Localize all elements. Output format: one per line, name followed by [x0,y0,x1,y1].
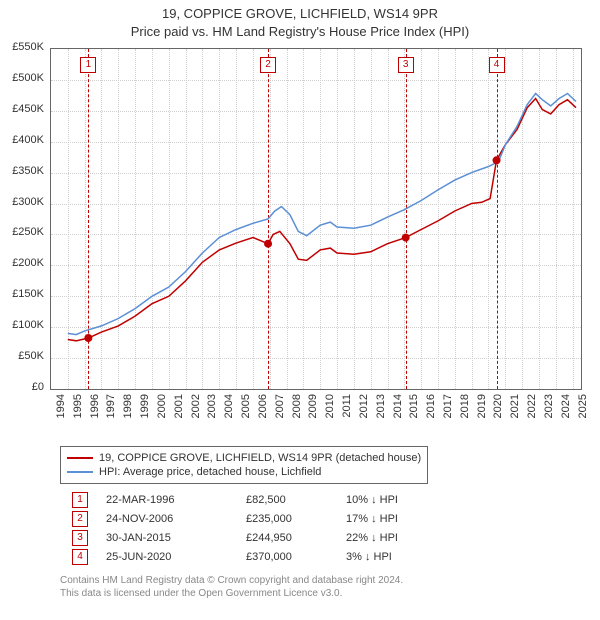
y-tick-label: £300K [0,196,44,208]
y-tick-label: £400K [0,134,44,146]
y-tick-label: £150K [0,288,44,300]
x-tick-label: 2013 [375,394,387,424]
x-tick-label: 1995 [72,394,84,424]
legend-swatch [67,457,93,459]
table-price: £370,000 [246,551,346,563]
x-tick-label: 2004 [223,394,235,424]
x-tick-label: 2008 [291,394,303,424]
table-row: 3 30-JAN-2015£244,95022% ↓ HPI [72,528,446,547]
table-row: 2 24-NOV-2006£235,00017% ↓ HPI [72,509,446,528]
plot-area: 1234 [50,48,582,390]
sales-table: 1 22-MAR-1996£82,50010% ↓ HPI 2 24-NOV-2006… [72,490,446,566]
legend-label: HPI: Average price, detached house, Lich… [99,466,321,478]
x-tick-label: 2007 [274,394,286,424]
chart-svg [51,49,581,389]
sale-point [402,234,410,242]
table-date: 25-JUN-2020 [106,551,246,563]
table-compare: 17% ↓ HPI [346,513,446,525]
x-tick-label: 2024 [560,394,572,424]
y-tick-label: £200K [0,257,44,269]
table-sale-num: 1 [72,492,88,508]
legend: 19, COPPICE GROVE, LICHFIELD, WS14 9PR (… [60,446,428,484]
x-tick-label: 2025 [577,394,589,424]
x-tick-label: 2016 [425,394,437,424]
table-compare: 22% ↓ HPI [346,532,446,544]
y-tick-label: £350K [0,165,44,177]
y-tick-label: £550K [0,41,44,53]
chart-title: 19, COPPICE GROVE, LICHFIELD, WS14 9PR [0,6,600,21]
x-tick-label: 2005 [240,394,252,424]
table-price: £244,950 [246,532,346,544]
footer-line-1: Contains HM Land Registry data © Crown c… [60,574,403,587]
chart-container: 19, COPPICE GROVE, LICHFIELD, WS14 9PR P… [0,0,600,620]
legend-label: 19, COPPICE GROVE, LICHFIELD, WS14 9PR (… [99,452,421,464]
x-tick-label: 2011 [341,394,353,424]
x-tick-label: 2019 [476,394,488,424]
footer-attribution: Contains HM Land Registry data © Crown c… [60,574,403,600]
table-row: 1 22-MAR-1996£82,50010% ↓ HPI [72,490,446,509]
y-tick-label: £500K [0,72,44,84]
table-date: 24-NOV-2006 [106,513,246,525]
x-tick-label: 2023 [543,394,555,424]
legend-row: HPI: Average price, detached house, Lich… [67,465,421,479]
x-tick-label: 2022 [526,394,538,424]
table-compare: 3% ↓ HPI [346,551,446,563]
x-tick-label: 2012 [358,394,370,424]
table-price: £82,500 [246,494,346,506]
y-tick-label: £250K [0,226,44,238]
x-tick-label: 2014 [392,394,404,424]
x-tick-label: 2002 [190,394,202,424]
x-tick-label: 2000 [156,394,168,424]
table-sale-num: 4 [72,549,88,565]
footer-line-2: This data is licensed under the Open Gov… [60,587,403,600]
table-date: 22-MAR-1996 [106,494,246,506]
table-date: 30-JAN-2015 [106,532,246,544]
y-tick-label: £50K [0,350,44,362]
x-tick-label: 2018 [459,394,471,424]
x-tick-label: 2009 [307,394,319,424]
table-price: £235,000 [246,513,346,525]
table-compare: 10% ↓ HPI [346,494,446,506]
x-tick-label: 1996 [89,394,101,424]
table-sale-num: 3 [72,530,88,546]
y-tick-label: £100K [0,319,44,331]
x-tick-label: 2010 [324,394,336,424]
sale-point [493,156,501,164]
x-tick-label: 1994 [55,394,67,424]
legend-row: 19, COPPICE GROVE, LICHFIELD, WS14 9PR (… [67,451,421,465]
y-tick-label: £0 [0,381,44,393]
x-tick-label: 2006 [257,394,269,424]
chart-subtitle: Price paid vs. HM Land Registry's House … [0,24,600,39]
legend-swatch [67,471,93,473]
x-tick-label: 1999 [139,394,151,424]
sale-point [84,334,92,342]
series-hpi [68,94,576,335]
x-tick-label: 2020 [492,394,504,424]
table-sale-num: 2 [72,511,88,527]
table-row: 4 25-JUN-2020£370,0003% ↓ HPI [72,547,446,566]
x-tick-label: 2021 [509,394,521,424]
sale-point [264,240,272,248]
x-tick-label: 1997 [105,394,117,424]
x-tick-label: 2015 [408,394,420,424]
x-tick-label: 2001 [173,394,185,424]
x-tick-label: 1998 [122,394,134,424]
x-tick-label: 2003 [206,394,218,424]
series-property [68,99,576,341]
x-tick-label: 2017 [442,394,454,424]
y-tick-label: £450K [0,103,44,115]
